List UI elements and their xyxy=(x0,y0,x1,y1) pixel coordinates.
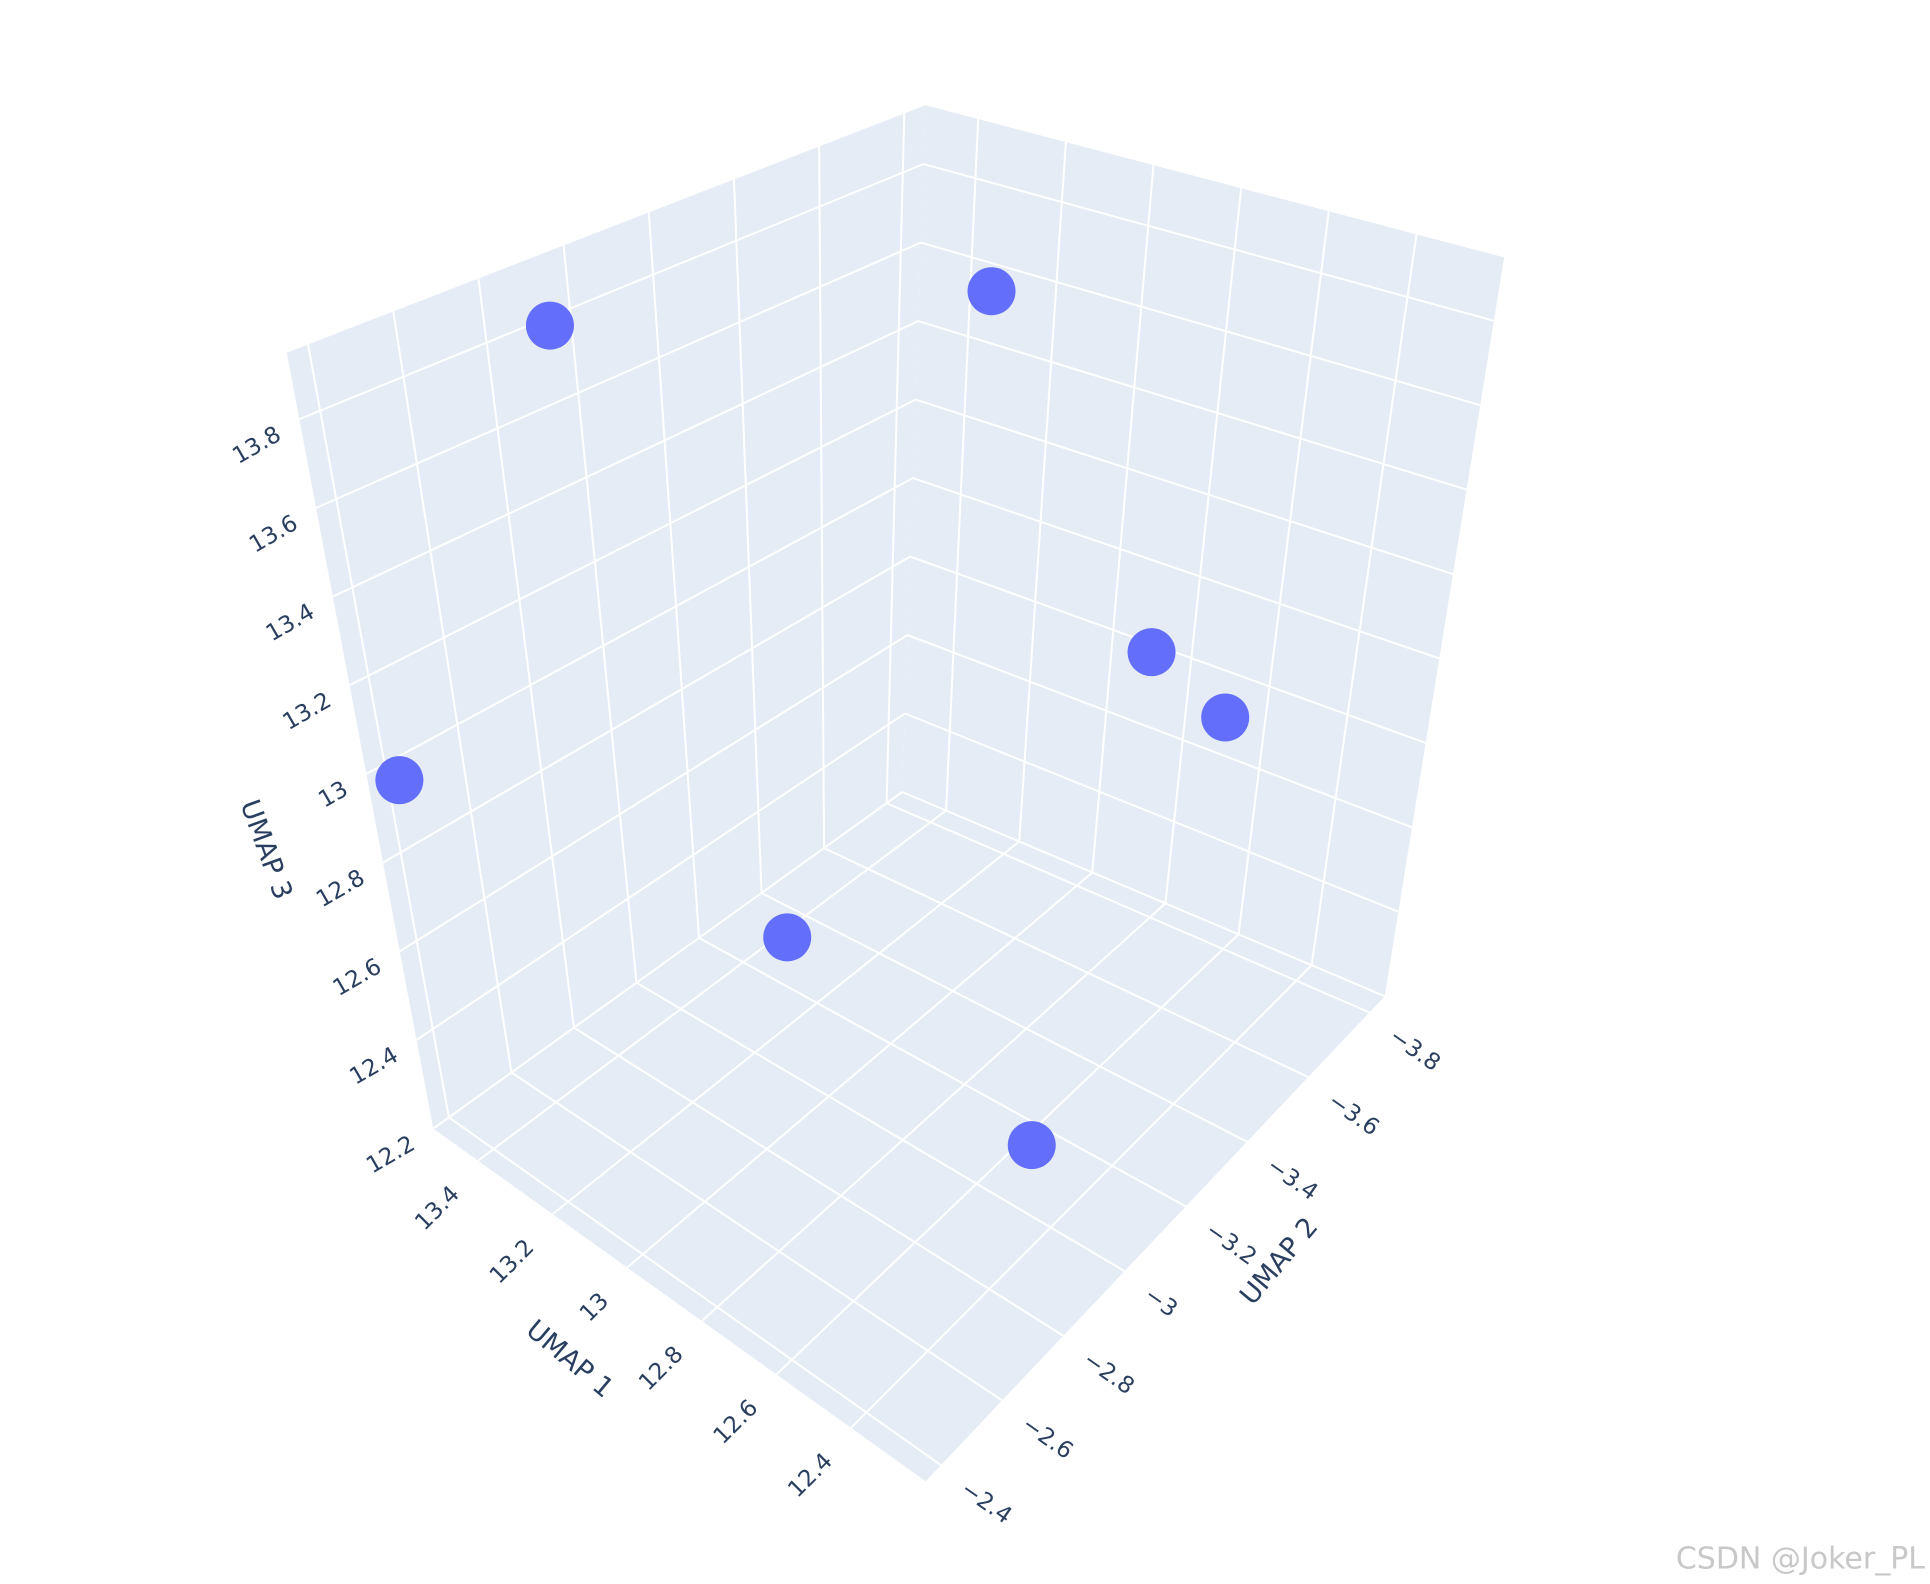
z-tick-label: 12.4 xyxy=(345,1042,402,1090)
grid-line xyxy=(945,118,980,811)
x-tick-label: 13 xyxy=(575,1288,614,1327)
grid-line xyxy=(920,241,1481,407)
grid-line xyxy=(332,320,919,598)
point xyxy=(1007,1121,1056,1170)
grid-line xyxy=(698,936,1187,1208)
grid-line xyxy=(907,634,1413,829)
grid-line xyxy=(415,712,906,1041)
grid-line xyxy=(886,802,1370,1014)
x-tick-label: 12.6 xyxy=(709,1395,764,1450)
grid-line xyxy=(885,113,906,804)
grid-line xyxy=(392,311,513,1073)
grid-line xyxy=(912,477,1440,660)
x-tick-label: 13.2 xyxy=(485,1235,540,1290)
grid-line xyxy=(923,163,1495,322)
z-tick-label: 12.2 xyxy=(362,1131,419,1179)
point xyxy=(1127,628,1176,677)
point xyxy=(1201,693,1250,742)
x-axis-title: UMAP 1 xyxy=(520,1314,619,1404)
grid-line xyxy=(573,1026,1064,1337)
y-tick-label: −3.6 xyxy=(1323,1088,1384,1141)
grid-line xyxy=(365,477,914,775)
grid-line xyxy=(307,344,450,1118)
grid-line xyxy=(901,791,1386,998)
x-tick-label: 12.4 xyxy=(783,1448,838,1503)
y-tick-label: −2.4 xyxy=(956,1476,1017,1529)
grid-line xyxy=(1310,234,1418,966)
grid-line xyxy=(1018,142,1067,842)
grid-line xyxy=(349,398,917,687)
grid-line xyxy=(823,847,1309,1078)
z-tick-label: 12.6 xyxy=(329,954,386,1002)
x-tick-label: 13.4 xyxy=(410,1181,465,1236)
left-wall xyxy=(286,105,926,1129)
y-tick-label: −3 xyxy=(1139,1282,1182,1323)
grid-line xyxy=(510,1071,1003,1402)
watermark: CSDN @Joker_PL xyxy=(1676,1542,1925,1577)
grid-line xyxy=(382,555,911,864)
z-axis-title: UMAP 3 xyxy=(234,796,299,904)
grid-line xyxy=(732,179,763,894)
grid-line xyxy=(315,241,922,509)
floor-wall xyxy=(433,792,1385,1482)
point xyxy=(967,267,1016,316)
grid-line xyxy=(399,634,909,953)
z-tick-label: 13.4 xyxy=(262,599,319,647)
y-tick-label: −3.2 xyxy=(1201,1217,1262,1270)
x-tick-label: 12.8 xyxy=(634,1341,689,1396)
y-tick-label: −2.6 xyxy=(1017,1411,1078,1464)
grid-line xyxy=(917,320,1467,491)
grid-line xyxy=(432,791,903,1130)
grid-line xyxy=(477,278,575,1028)
z-tick-label: 12.8 xyxy=(312,865,369,913)
grid-line xyxy=(1164,188,1243,904)
grid-line xyxy=(1237,211,1330,935)
z-tick-label: 13.6 xyxy=(245,510,302,558)
y-tick-label: −3.8 xyxy=(1384,1023,1445,1076)
z-tick-label: 13 xyxy=(314,776,352,813)
grid-line xyxy=(635,981,1126,1272)
y-tick-label: −3.4 xyxy=(1262,1153,1323,1206)
z-tick-label: 13.2 xyxy=(278,688,335,736)
point xyxy=(763,913,812,962)
point xyxy=(375,756,424,805)
grid-line xyxy=(298,163,924,421)
z-tick-label: 13.8 xyxy=(228,422,285,470)
grid-line xyxy=(761,892,1248,1143)
grid-line xyxy=(647,212,701,938)
grid-line xyxy=(915,398,1454,575)
point xyxy=(525,301,574,350)
grid-line xyxy=(904,712,1399,913)
grid-line xyxy=(1091,165,1155,873)
grid-line xyxy=(562,245,638,983)
grid-line xyxy=(448,1116,942,1466)
grid-line xyxy=(818,146,826,849)
y-tick-label: −2.8 xyxy=(1078,1347,1139,1400)
